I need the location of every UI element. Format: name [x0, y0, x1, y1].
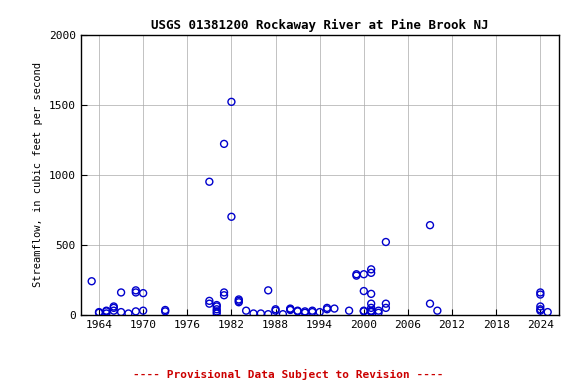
Point	[286, 306, 295, 312]
Point	[212, 302, 221, 308]
Text: ---- Provisional Data Subject to Revision ----: ---- Provisional Data Subject to Revisio…	[132, 369, 444, 380]
Point	[293, 308, 302, 314]
Point	[536, 306, 545, 312]
Point	[124, 310, 133, 316]
Point	[426, 301, 435, 307]
Point	[131, 308, 141, 314]
Point	[109, 303, 118, 310]
Point	[366, 291, 376, 297]
Point	[204, 298, 214, 304]
Point	[212, 308, 221, 314]
Point	[308, 309, 317, 315]
Point	[330, 306, 339, 312]
Point	[293, 308, 302, 314]
Point	[161, 307, 170, 313]
Point	[241, 308, 251, 314]
Point	[234, 298, 244, 304]
Point	[315, 309, 324, 315]
Point	[426, 222, 435, 228]
Point	[219, 292, 229, 298]
Point	[131, 290, 141, 296]
Point	[204, 179, 214, 185]
Point	[366, 308, 376, 314]
Point	[264, 311, 273, 317]
Point	[536, 303, 545, 310]
Point	[366, 308, 376, 314]
Point	[102, 310, 111, 316]
Point	[139, 308, 148, 314]
Point	[109, 305, 118, 311]
Point	[234, 296, 244, 303]
Point	[116, 290, 126, 296]
Point	[344, 308, 354, 314]
Point	[227, 214, 236, 220]
Point	[264, 287, 273, 293]
Point	[366, 270, 376, 276]
Point	[536, 291, 545, 298]
Point	[219, 290, 229, 296]
Point	[359, 271, 369, 277]
Point	[536, 308, 545, 314]
Point	[381, 239, 391, 245]
Point	[94, 309, 104, 315]
Point	[102, 308, 111, 314]
Point	[249, 310, 258, 316]
Point	[271, 306, 280, 312]
Point	[109, 308, 118, 314]
Point	[300, 310, 309, 316]
Title: USGS 01381200 Rockaway River at Pine Brook NJ: USGS 01381200 Rockaway River at Pine Bro…	[151, 19, 488, 32]
Point	[212, 303, 221, 310]
Point	[352, 273, 361, 279]
Point	[286, 307, 295, 313]
Point	[323, 305, 332, 311]
Point	[381, 301, 391, 307]
Point	[161, 308, 170, 314]
Point	[271, 308, 280, 314]
Point	[381, 305, 391, 311]
Point	[94, 310, 104, 316]
Point	[366, 266, 376, 272]
Point	[366, 301, 376, 307]
Point	[212, 310, 221, 316]
Point	[374, 310, 383, 316]
Point	[234, 299, 244, 305]
Point	[359, 308, 369, 314]
Point	[102, 308, 111, 314]
Point	[131, 287, 141, 293]
Point	[366, 305, 376, 311]
Point	[219, 141, 229, 147]
Point	[227, 99, 236, 105]
Point	[286, 306, 295, 312]
Point	[374, 308, 383, 314]
Point	[359, 288, 369, 294]
Point	[359, 308, 369, 314]
Point	[212, 306, 221, 312]
Point	[366, 309, 376, 315]
Point	[543, 309, 552, 315]
Point	[352, 271, 361, 277]
Point	[433, 308, 442, 314]
Point	[87, 278, 96, 284]
Point	[308, 308, 317, 314]
Point	[204, 301, 214, 307]
Point	[323, 306, 332, 312]
Point	[256, 310, 266, 316]
Point	[536, 290, 545, 296]
Point	[139, 290, 148, 296]
Point	[278, 311, 287, 317]
Y-axis label: Streamflow, in cubic feet per second: Streamflow, in cubic feet per second	[33, 62, 43, 287]
Point	[116, 309, 126, 315]
Point	[300, 308, 309, 314]
